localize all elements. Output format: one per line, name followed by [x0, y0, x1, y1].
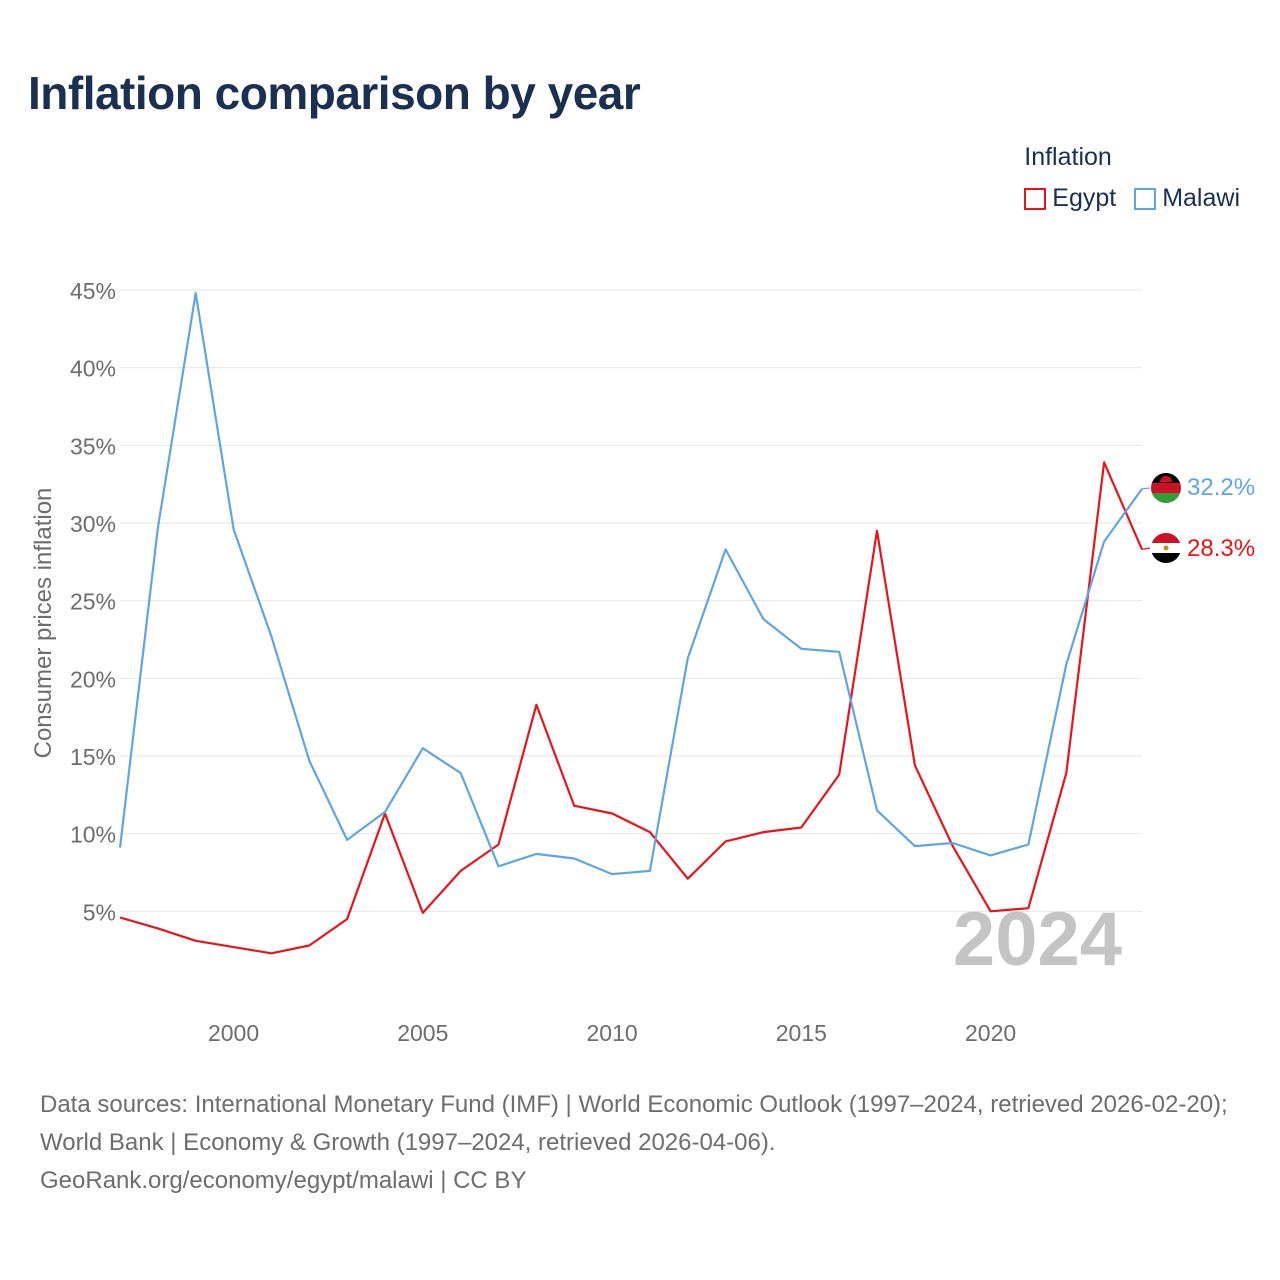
egypt-flag-icon: [1151, 533, 1181, 563]
data-sources: Data sources: International Monetary Fun…: [40, 1091, 1228, 1156]
x-axis: 2000 2005 2010 2015 2020: [208, 1020, 1016, 1046]
malawi-end-label: 32.2%: [1187, 474, 1255, 501]
y-tick-label: 20%: [70, 666, 116, 692]
end-connector-malawi: [1141, 487, 1151, 490]
x-tick-label: 2015: [776, 1020, 827, 1046]
series-line-malawi[interactable]: [118, 292, 1143, 876]
series-line-egypt[interactable]: [119, 461, 1144, 955]
egypt-end-label: 28.3%: [1187, 535, 1255, 562]
y-tick-label: 25%: [70, 589, 116, 615]
legend: Inflation Egypt Malawi: [1024, 143, 1240, 213]
legend-title: Inflation: [1024, 143, 1112, 171]
series-lines: [118, 292, 1151, 955]
legend-label-malawi: Malawi: [1162, 184, 1240, 212]
year-watermark: 2024: [953, 897, 1122, 982]
end-connector-egypt: [1141, 547, 1151, 550]
legend-swatch-malawi: [1134, 187, 1157, 210]
legend-item-egypt[interactable]: Egypt: [1024, 184, 1116, 213]
y-tick-label: 10%: [70, 822, 116, 848]
malawi-flag-icon: [1151, 473, 1181, 503]
grid-lines: [120, 289, 1142, 912]
legend-label-egypt: Egypt: [1052, 184, 1117, 212]
y-tick-label: 15%: [70, 744, 116, 770]
y-tick-label: 40%: [70, 356, 116, 382]
y-axis-label: Consumer prices inflation: [30, 488, 57, 759]
legend-item-malawi[interactable]: Malawi: [1134, 184, 1240, 213]
x-tick-label: 2005: [397, 1020, 448, 1046]
credit-link[interactable]: GeoRank.org/economy/egypt/malawi | CC BY: [40, 1167, 527, 1194]
x-tick-label: 2000: [208, 1020, 259, 1046]
chart-title: Inflation comparison by year: [28, 67, 641, 119]
y-tick-label: 30%: [70, 511, 116, 537]
y-tick-label: 35%: [70, 433, 116, 459]
y-tick-label: 5%: [83, 899, 116, 925]
footer: Data sources: International Monetary Fun…: [40, 1086, 1250, 1200]
y-tick-label: 45%: [70, 278, 116, 304]
legend-swatch-egypt: [1024, 187, 1047, 210]
y-axis: 5% 10% 15% 20% 25% 30% 35% 40% 45%: [70, 278, 116, 925]
x-tick-label: 2020: [965, 1020, 1016, 1046]
x-tick-label: 2010: [586, 1020, 637, 1046]
line-chart: 5%10%15%20%25%30%35%40%45% 2000 2005 2010 2…: [30, 278, 1255, 1046]
